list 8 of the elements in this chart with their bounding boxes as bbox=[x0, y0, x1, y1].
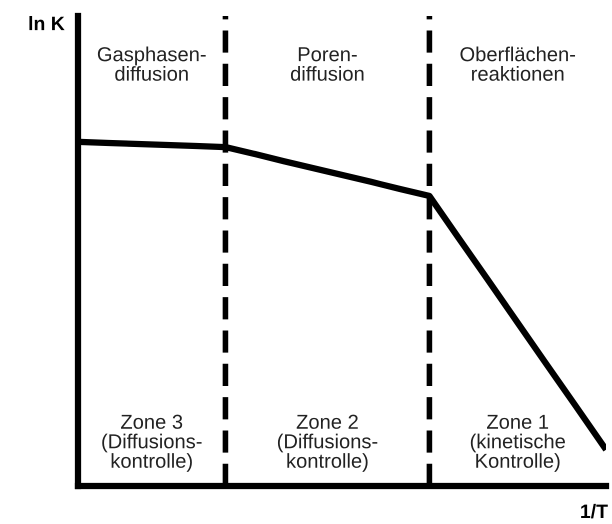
annotation: Zone 2 (Diffusions- kontrolle) bbox=[278, 414, 378, 472]
text: 1/T bbox=[581, 504, 608, 518]
text: Poren- diffusion bbox=[290, 47, 364, 81]
text: ln K bbox=[29, 16, 65, 30]
annotation: Zone 3 (Diffusions- kontrolle) bbox=[102, 414, 202, 472]
text: Gasphasen- diffusion bbox=[98, 46, 206, 81]
text: Oberflächen- reaktionen bbox=[460, 46, 576, 81]
annotation: Zone 1 (kinetische Kontrolle) bbox=[470, 414, 565, 472]
